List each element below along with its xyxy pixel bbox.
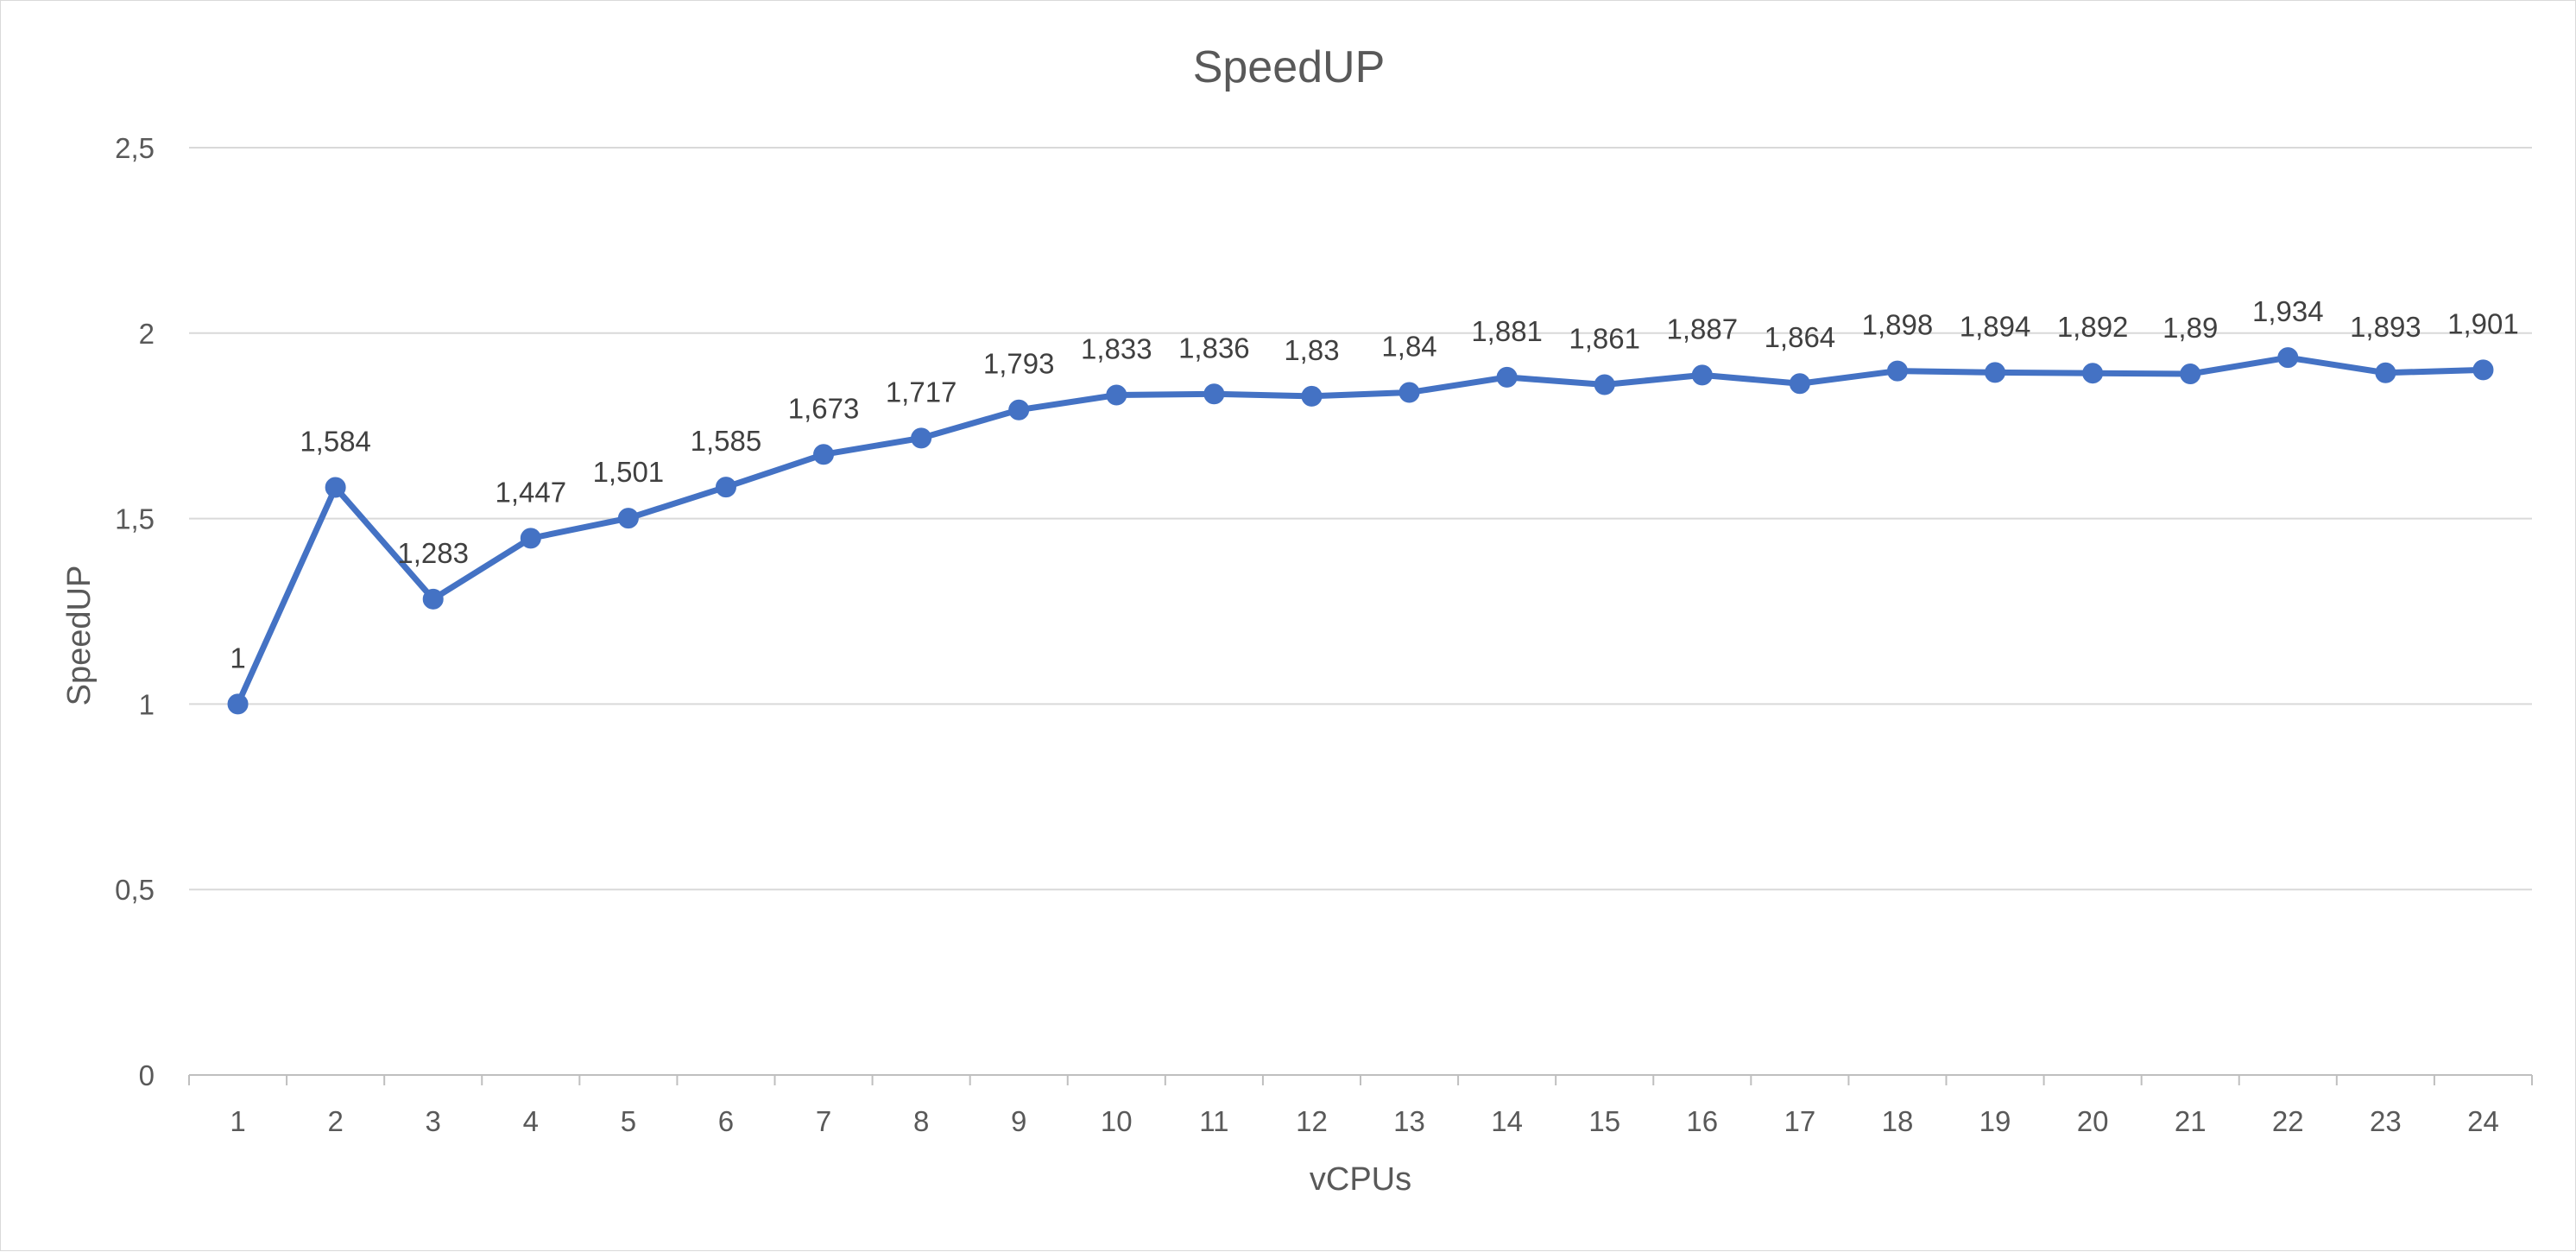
x-tick-label: 11 (1199, 1105, 1228, 1137)
x-tick-label: 14 (1491, 1105, 1523, 1137)
data-point (715, 477, 736, 498)
data-point (1886, 360, 1908, 382)
data-point (1985, 362, 2006, 383)
data-label: 1,898 (1862, 309, 1934, 341)
x-tick-label: 9 (1011, 1105, 1026, 1137)
y-tick-label: 1,5 (115, 503, 155, 535)
data-point-markers (227, 347, 2494, 715)
y-tick-label: 2,5 (115, 132, 155, 164)
data-point (2180, 364, 2201, 385)
x-tick-label: 23 (2370, 1105, 2402, 1137)
x-tick-label: 21 (2175, 1105, 2207, 1137)
y-tick-label: 1 (139, 688, 155, 720)
x-tick-label: 8 (913, 1105, 929, 1137)
data-label: 1,836 (1178, 332, 1250, 364)
data-label: 1,833 (1081, 333, 1152, 365)
data-point (617, 508, 639, 529)
y-axis-title: SpeedUP (61, 566, 98, 706)
series-line (235, 354, 2486, 707)
data-point (1203, 383, 1225, 405)
data-labels: 1 1,584 1,283 1,447 1,501 1,585 1,673 1,717 1,79… (230, 295, 2518, 673)
y-tick-label: 0,5 (115, 874, 155, 906)
x-tick-label: 3 (426, 1105, 441, 1137)
y-tick-label: 2 (139, 318, 155, 350)
x-tick-label: 15 (1588, 1105, 1620, 1137)
x-tick-label: 13 (1393, 1105, 1425, 1137)
data-label: 1,934 (2252, 295, 2324, 327)
data-label: 1,893 (2350, 311, 2421, 343)
x-tick-label: 1 (230, 1105, 245, 1137)
x-tick-label: 24 (2467, 1105, 2499, 1137)
x-tick-label: 7 (816, 1105, 831, 1137)
data-label: 1,881 (1471, 315, 1543, 347)
data-label: 1 (230, 642, 245, 673)
data-point (1106, 384, 1127, 406)
x-axis-title: vCPUs (1310, 1161, 1411, 1198)
series-speedup (235, 354, 2486, 707)
data-point (2082, 363, 2104, 384)
x-axis-tick-labels: 1 2 3 4 5 6 7 8 9 10 11 12 13 14 15 16 17 18 19 20 21 22 23 24 (230, 1105, 2498, 1137)
x-tick-label: 16 (1686, 1105, 1718, 1137)
data-label: 1,83 (1284, 334, 1339, 366)
data-label: 1,717 (886, 376, 957, 408)
x-tick-label: 20 (2077, 1105, 2109, 1137)
x-axis (188, 1074, 2533, 1085)
data-point (1496, 366, 1518, 388)
x-tick-label: 19 (1979, 1105, 2011, 1137)
data-label: 1,887 (1666, 313, 1738, 345)
x-tick-label: 22 (2272, 1105, 2304, 1137)
data-label: 1,894 (1960, 310, 2031, 342)
data-label: 1,892 (2057, 311, 2129, 343)
data-point (1594, 374, 1615, 395)
data-point (1398, 382, 1420, 403)
data-point (813, 444, 835, 465)
data-label: 1,861 (1569, 323, 1640, 355)
data-label: 1,447 (495, 476, 566, 508)
data-point (1691, 364, 1713, 386)
data-label: 1,501 (593, 456, 665, 488)
data-label: 1,673 (788, 392, 860, 424)
x-tick-label: 17 (1784, 1105, 1816, 1137)
x-tick-label: 18 (1882, 1105, 1914, 1137)
data-label: 1,864 (1765, 321, 1836, 353)
x-tick-label: 12 (1296, 1105, 1328, 1137)
data-label: 1,283 (397, 537, 469, 569)
data-point (422, 588, 444, 610)
x-tick-label: 5 (621, 1105, 636, 1137)
data-point (520, 528, 541, 549)
data-label: 1,584 (300, 426, 371, 458)
x-tick-label: 2 (327, 1105, 343, 1137)
data-point (325, 477, 346, 498)
x-tick-label: 6 (718, 1105, 734, 1137)
data-label: 1,89 (2162, 312, 2218, 344)
data-point (227, 693, 249, 715)
data-point (1301, 385, 1323, 407)
data-point (1008, 399, 1030, 420)
x-tick-label: 10 (1101, 1105, 1133, 1137)
data-point (2375, 362, 2396, 383)
y-tick-label: 0 (139, 1059, 155, 1091)
data-point (911, 427, 932, 449)
data-label: 1,793 (983, 348, 1055, 380)
gridlines (189, 147, 2532, 891)
data-label: 1,84 (1381, 331, 1436, 363)
data-point (1789, 373, 1810, 395)
data-label: 1,901 (2447, 307, 2519, 339)
data-point (2277, 347, 2299, 369)
y-axis-tick-labels: 0 0,5 1 1,5 2 2,5 (115, 132, 155, 1091)
x-tick-label: 4 (523, 1105, 539, 1137)
data-label: 1,585 (691, 425, 762, 457)
data-point (2472, 359, 2494, 381)
chart-title: SpeedUP (1193, 42, 1386, 92)
